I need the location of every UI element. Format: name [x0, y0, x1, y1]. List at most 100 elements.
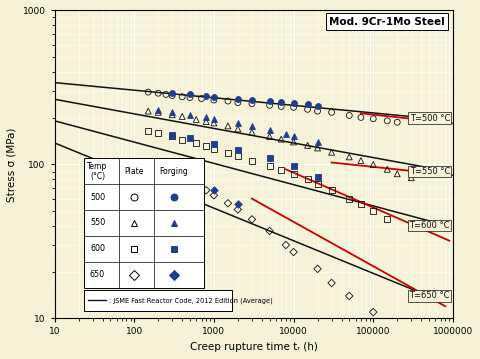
- Point: [192, 117, 200, 122]
- Point: [314, 266, 322, 272]
- Point: [168, 112, 176, 118]
- Text: T=600 °C: T=600 °C: [409, 221, 450, 230]
- Point: [203, 93, 210, 99]
- Point: [357, 115, 365, 120]
- Point: [224, 98, 232, 104]
- Point: [186, 177, 194, 182]
- Point: [179, 137, 186, 143]
- Point: [357, 201, 365, 207]
- Y-axis label: Stress σ (MPa): Stress σ (MPa): [7, 127, 17, 202]
- Point: [408, 175, 415, 181]
- Text: T=650 °C: T=650 °C: [409, 292, 450, 300]
- Point: [266, 102, 274, 108]
- Point: [186, 135, 194, 141]
- Point: [234, 153, 242, 159]
- Point: [144, 89, 152, 95]
- Point: [266, 163, 274, 169]
- Point: [248, 129, 256, 135]
- Point: [248, 123, 256, 129]
- Point: [234, 126, 242, 132]
- Point: [290, 163, 298, 169]
- Point: [186, 112, 194, 118]
- Point: [328, 187, 336, 193]
- Point: [248, 158, 256, 163]
- Point: [198, 95, 205, 101]
- Point: [168, 93, 176, 98]
- Point: [266, 127, 274, 132]
- Point: [384, 216, 391, 222]
- Point: [234, 201, 242, 207]
- Point: [210, 116, 218, 122]
- Point: [370, 116, 377, 122]
- Point: [210, 141, 218, 147]
- Point: [155, 164, 162, 170]
- Point: [168, 132, 176, 138]
- Point: [328, 149, 336, 155]
- Point: [168, 134, 176, 139]
- Point: [328, 280, 336, 286]
- Point: [224, 150, 232, 156]
- Point: [210, 94, 218, 100]
- Text: Mod. 9Cr-1Mo Steel: Mod. 9Cr-1Mo Steel: [329, 17, 445, 27]
- Text: 550: 550: [90, 219, 105, 228]
- Point: [314, 174, 322, 180]
- Point: [314, 181, 322, 187]
- Point: [203, 187, 210, 193]
- Point: [203, 115, 210, 120]
- Point: [155, 90, 162, 96]
- X-axis label: Creep rupture time tᵣ (h): Creep rupture time tᵣ (h): [190, 342, 318, 352]
- Point: [370, 309, 377, 315]
- Point: [192, 140, 200, 146]
- Point: [210, 187, 218, 193]
- Point: [155, 130, 162, 136]
- Point: [168, 90, 176, 96]
- Point: [328, 109, 336, 115]
- Point: [304, 101, 312, 107]
- Point: [266, 98, 274, 104]
- Point: [144, 160, 152, 166]
- Point: [234, 147, 242, 153]
- Point: [210, 146, 218, 152]
- Point: [277, 104, 285, 109]
- Point: [144, 108, 152, 114]
- Text: 650: 650: [90, 270, 105, 279]
- Point: [346, 196, 353, 201]
- Point: [248, 216, 256, 222]
- Point: [192, 182, 200, 187]
- Point: [314, 108, 322, 114]
- Point: [357, 158, 365, 163]
- Point: [304, 177, 312, 182]
- Point: [314, 145, 322, 151]
- Point: [248, 101, 256, 107]
- Text: Temp
(°C): Temp (°C): [87, 162, 108, 181]
- Point: [168, 170, 176, 176]
- Point: [290, 104, 298, 110]
- Point: [266, 134, 274, 139]
- Text: Plate: Plate: [124, 167, 144, 176]
- Point: [314, 139, 322, 145]
- Point: [290, 100, 298, 106]
- Point: [168, 109, 176, 115]
- Point: [384, 118, 391, 124]
- Point: [155, 107, 162, 113]
- Text: T=500 °C: T=500 °C: [409, 113, 450, 122]
- Point: [155, 109, 162, 115]
- Point: [384, 167, 391, 172]
- Point: [234, 120, 242, 126]
- Point: [314, 103, 322, 109]
- Point: [266, 155, 274, 161]
- Point: [282, 131, 290, 137]
- Point: [290, 133, 298, 139]
- Point: [277, 136, 285, 142]
- Text: 500: 500: [90, 193, 105, 202]
- Point: [210, 120, 218, 126]
- Point: [162, 92, 170, 97]
- Text: : JSME Fast Reactor Code, 2012 Edition (Average): : JSME Fast Reactor Code, 2012 Edition (…: [109, 297, 273, 304]
- Point: [304, 107, 312, 112]
- Point: [346, 154, 353, 160]
- Bar: [84, 158, 204, 288]
- Point: [277, 167, 285, 173]
- Point: [290, 171, 298, 177]
- Point: [234, 95, 242, 101]
- Point: [203, 143, 210, 149]
